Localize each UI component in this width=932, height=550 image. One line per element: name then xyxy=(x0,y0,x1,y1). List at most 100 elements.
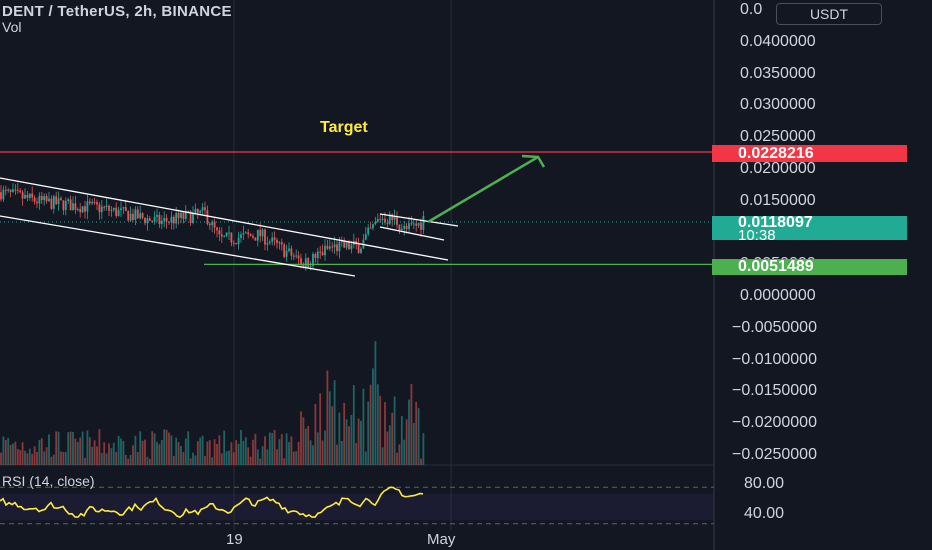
candle-body xyxy=(244,232,247,234)
volume-bar xyxy=(67,432,70,465)
volume-bar xyxy=(165,429,168,465)
candle-body xyxy=(127,210,130,221)
volume-label: Vol xyxy=(2,19,22,35)
candle-body xyxy=(129,213,132,221)
candle-body xyxy=(4,189,7,191)
candle-body xyxy=(62,200,65,211)
candle-body xyxy=(261,229,264,237)
candle-body xyxy=(57,198,60,205)
candle-body xyxy=(230,232,233,243)
price-tick: −0.0150000 xyxy=(732,382,817,400)
candle-body xyxy=(144,217,146,224)
candle-body xyxy=(295,255,298,257)
candle-body xyxy=(108,205,110,211)
drawing-overlays xyxy=(0,151,714,277)
volume-bar xyxy=(201,435,204,465)
candle-body xyxy=(60,198,62,201)
channel-upper-line xyxy=(0,177,449,261)
volume-bar xyxy=(196,441,199,465)
volume-bar xyxy=(141,440,144,465)
candle-body xyxy=(163,218,166,221)
rsi-tick-40: 40.00 xyxy=(744,505,785,522)
price-tick: 0.0 xyxy=(740,1,763,18)
candle-body xyxy=(300,258,302,264)
target-arrow-shaft xyxy=(427,155,539,224)
volume-bar xyxy=(208,440,211,465)
candle-body xyxy=(204,207,206,211)
candle-body xyxy=(31,193,34,198)
volume-bar xyxy=(31,454,34,465)
candle-body xyxy=(391,214,394,221)
volume-bar xyxy=(295,451,298,465)
candle-body xyxy=(340,240,343,243)
candle-body xyxy=(242,233,245,235)
volume-bar xyxy=(220,453,223,465)
volume-bar xyxy=(144,439,146,465)
volume-bar xyxy=(112,442,115,465)
volume-bar xyxy=(16,448,19,465)
volume-bar xyxy=(14,441,17,465)
rsi-tick-80: 80.00 xyxy=(744,475,785,492)
candle-body xyxy=(415,223,418,226)
volume-bar xyxy=(64,451,67,465)
volume-bar xyxy=(252,439,254,465)
candle-body xyxy=(50,198,53,209)
volume-bar xyxy=(405,419,408,465)
volume-bar xyxy=(98,429,101,465)
candle-body xyxy=(24,194,26,199)
candle-body xyxy=(175,213,178,224)
volume-bar xyxy=(218,435,221,465)
volume-bar xyxy=(108,443,110,465)
volume-bar xyxy=(244,437,247,465)
candle-body xyxy=(33,197,36,202)
candle-body xyxy=(9,189,12,192)
volume-bar xyxy=(21,442,24,465)
price-tick: 0.0150000 xyxy=(740,191,816,209)
volume-bar xyxy=(115,451,118,465)
candle-body xyxy=(285,250,288,257)
candle-body xyxy=(36,201,38,204)
candle-body xyxy=(292,255,295,257)
target-annotation[interactable]: Target xyxy=(320,119,368,136)
candle-body xyxy=(132,213,134,220)
volume-bar xyxy=(345,419,348,465)
volume-bar xyxy=(187,431,190,465)
candle-body xyxy=(240,234,242,238)
volume-bar xyxy=(309,440,312,465)
volume-bar xyxy=(259,458,262,465)
volume-bar xyxy=(48,434,50,465)
candle-body xyxy=(408,223,410,229)
candle-body xyxy=(343,240,346,248)
rsi-label[interactable]: RSI (14, close) xyxy=(2,473,95,489)
candle-body xyxy=(379,219,382,221)
candle-body xyxy=(21,192,24,199)
rsi-pane xyxy=(0,486,714,525)
x-label-19: 19 xyxy=(226,531,243,548)
candle-body xyxy=(360,248,362,253)
candle-body xyxy=(156,214,158,217)
candle-body xyxy=(420,222,422,230)
volume-bar xyxy=(314,403,317,465)
candle-body xyxy=(88,201,91,204)
volume-bar xyxy=(398,444,401,465)
candle-body xyxy=(268,241,271,244)
candle-body xyxy=(141,213,144,218)
volume-bar xyxy=(410,383,413,465)
candle-body xyxy=(69,199,72,211)
volume-bar xyxy=(86,430,89,465)
candle-body xyxy=(304,258,307,268)
volume-bars xyxy=(0,341,425,465)
volume-bar xyxy=(369,384,372,465)
volume-bar xyxy=(33,446,36,465)
volume-bar xyxy=(278,439,281,465)
currency-selector[interactable]: USDT xyxy=(776,3,882,25)
volume-bar xyxy=(348,426,350,465)
symbol-title[interactable]: DENT / TetherUS, 2h, BINANCE xyxy=(2,3,232,20)
volume-bar xyxy=(180,445,182,465)
volume-bar xyxy=(160,440,163,465)
candle-body xyxy=(307,258,310,268)
candle-body xyxy=(84,206,86,212)
candle-body xyxy=(43,196,46,201)
candle-body xyxy=(364,234,367,240)
